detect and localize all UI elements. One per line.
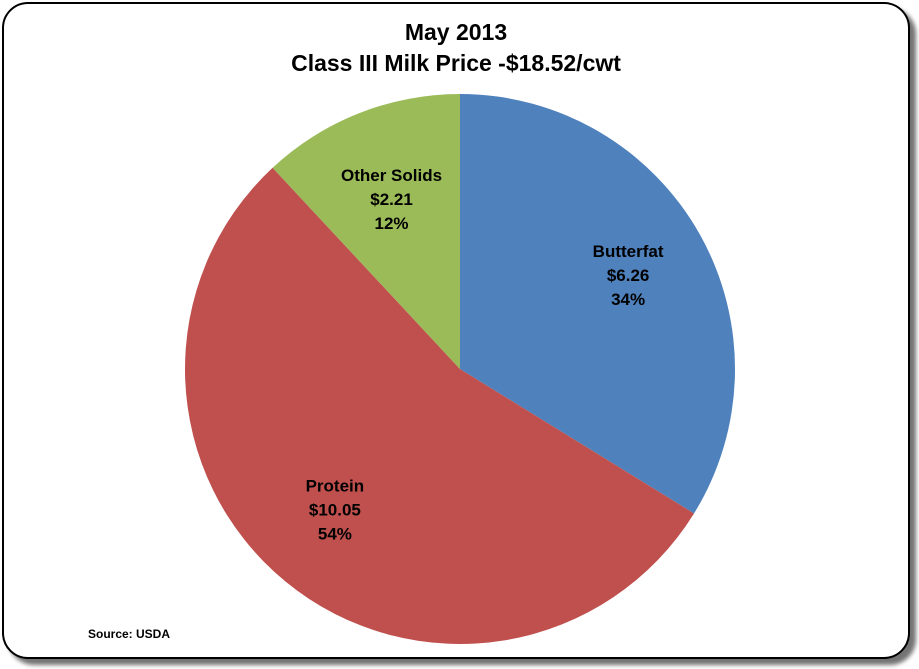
slice-label-name-butterfat: Butterfat	[593, 242, 664, 261]
pie-slice-butterfat	[460, 94, 735, 514]
slice-label-percent-butterfat: 34%	[611, 290, 645, 309]
slice-label-name-protein: Protein	[306, 476, 365, 495]
pie-chart: Butterfat $6.26 34% Protein $10.05 54% Other S…	[185, 93, 735, 644]
slice-label-value-other-solids: $2.21	[370, 190, 413, 209]
slice-label-name-other-solids: Other Solids	[341, 166, 442, 185]
chart-frame: May 2013 Class III Milk Price -$18.52/cw…	[2, 2, 910, 659]
chart-subtitle: Class III Milk Price -$18.52/cwt	[291, 50, 621, 76]
source-note: Source: USDA	[88, 627, 171, 641]
chart-title: May 2013	[404, 19, 508, 45]
slice-label-value-butterfat: $6.26	[607, 266, 650, 285]
slice-label-percent-protein: 54%	[318, 524, 352, 543]
slice-label-percent-other-solids: 12%	[375, 214, 409, 233]
pie-slice-other-solids	[272, 93, 460, 369]
pie-slice-protein	[185, 167, 695, 644]
slice-label-value-protein: $10.05	[309, 500, 361, 519]
